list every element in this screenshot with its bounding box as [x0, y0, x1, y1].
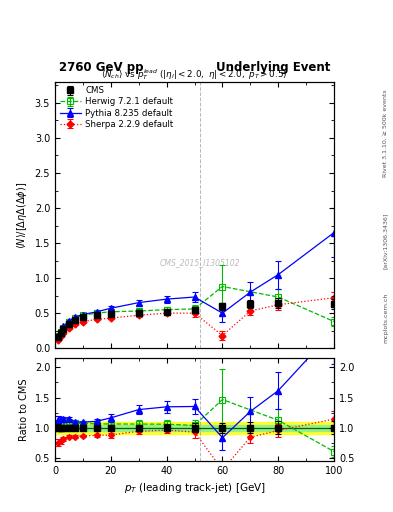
Bar [55, 422, 334, 434]
Text: [arXiv:1306.3436]: [arXiv:1306.3436] [383, 212, 388, 269]
Text: Underlying Event: Underlying Event [216, 61, 330, 74]
Bar [55, 424, 334, 431]
Text: 2760 GeV pp: 2760 GeV pp [59, 61, 143, 74]
Text: Rivet 3.1.10, ≥ 500k events: Rivet 3.1.10, ≥ 500k events [383, 89, 388, 177]
X-axis label: $p_T$ (leading track-jet) [GeV]: $p_T$ (leading track-jet) [GeV] [123, 481, 266, 495]
Title: $\langle N_{ch}\rangle$ vs $p_T^{lead}$ ($|\eta_l|<2.0,\ \eta|<2.0,\ p_T>0.5$): $\langle N_{ch}\rangle$ vs $p_T^{lead}$ … [101, 67, 288, 82]
Y-axis label: Ratio to CMS: Ratio to CMS [19, 378, 29, 441]
Legend: CMS, Herwig 7.2.1 default, Pythia 8.235 default, Sherpa 2.2.9 default: CMS, Herwig 7.2.1 default, Pythia 8.235 … [58, 84, 175, 131]
Y-axis label: $\langle N\rangle/[\Delta\eta\Delta(\Delta\phi)]$: $\langle N\rangle/[\Delta\eta\Delta(\Del… [15, 181, 29, 249]
Text: mcplots.cern.ch: mcplots.cern.ch [383, 292, 388, 343]
Text: CMS_2015_I1305102: CMS_2015_I1305102 [160, 259, 241, 267]
